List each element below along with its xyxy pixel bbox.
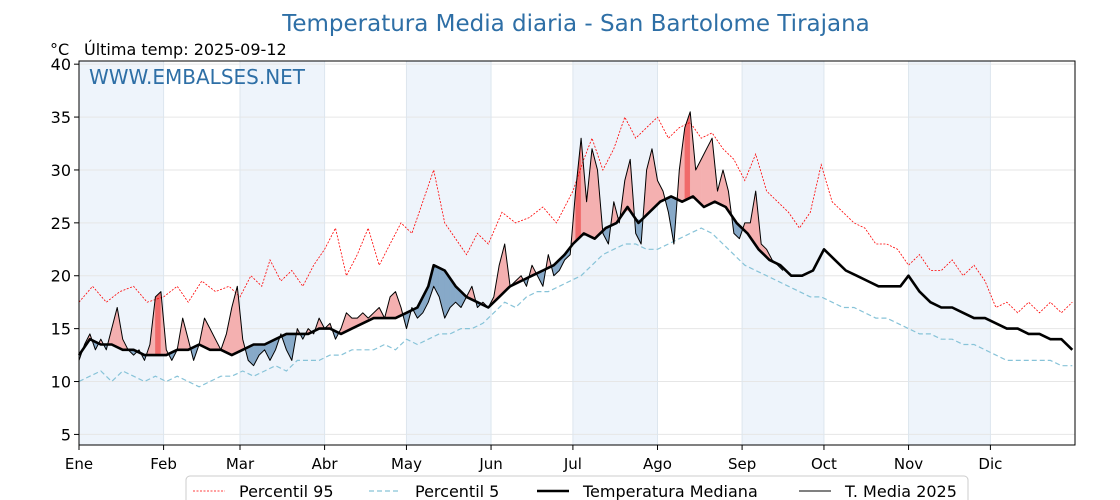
month-band	[239, 61, 325, 445]
y-tick-label: 15	[51, 320, 71, 339]
plot-area: 5 10 15 20 25 30 35 40 Ene Feb Mar Abr May Jun Jul Ago S…	[51, 55, 1076, 473]
plot-frame	[78, 60, 1076, 446]
y-tick-label: 40	[51, 55, 71, 74]
y-tick-label: 5	[61, 425, 71, 444]
legend-label-p95: Percentil 95	[239, 482, 334, 500]
legend-label-median: Temperatura Mediana	[582, 482, 758, 500]
y-tick-label: 30	[51, 161, 71, 180]
above-median-fill	[209, 328, 216, 350]
above-median-fill	[695, 159, 702, 205]
month-band	[79, 61, 164, 445]
month-band	[406, 61, 492, 445]
x-tick-label: Jun	[478, 455, 502, 473]
watermark: WWW.EMBALSES.NET	[89, 65, 306, 89]
y-tick-label: 10	[51, 373, 71, 392]
last-temp-label: Última temp: 2025-09-12	[84, 40, 287, 59]
month-band	[742, 61, 824, 445]
x-tick-label: Sep	[728, 455, 756, 473]
x-tick-label: Nov	[894, 455, 923, 473]
current-year-line	[78, 111, 784, 367]
x-tick-label: Feb	[150, 455, 177, 473]
x-tick-label: Dic	[978, 455, 1002, 473]
month-band	[908, 61, 991, 445]
x-tick-label: May	[391, 455, 422, 473]
percentile-5-line	[78, 227, 1073, 388]
y-tick-label: 35	[51, 108, 71, 127]
x-tick-label: Ago	[643, 455, 672, 473]
legend-label-p5: Percentil 5	[415, 482, 499, 500]
x-tick-label: Ene	[65, 455, 93, 473]
x-tick-label: Jul	[563, 455, 582, 473]
unit-label: °C	[50, 40, 69, 59]
legend: Percentil 95 Percentil 5 Temperatura Media…	[185, 475, 969, 500]
legend-label-current: T. Media 2025	[844, 482, 957, 500]
above-median-fill	[373, 307, 380, 319]
above-median-fill	[706, 138, 713, 207]
above-median-fill	[499, 243, 505, 298]
median-line	[77, 195, 1074, 357]
y-tick-label: 20	[51, 267, 71, 286]
x-tick-label: Oct	[811, 455, 837, 473]
percentile-95-line	[78, 116, 1073, 314]
y-tick-label: 25	[51, 214, 71, 233]
x-tick-label: Abr	[312, 455, 339, 473]
month-band	[572, 61, 658, 445]
legend-box	[185, 475, 969, 500]
chart-title: Temperatura Media diaria - San Bartolome…	[281, 11, 870, 37]
above-median-fill	[155, 291, 162, 356]
x-tick-label: Mar	[226, 455, 255, 473]
